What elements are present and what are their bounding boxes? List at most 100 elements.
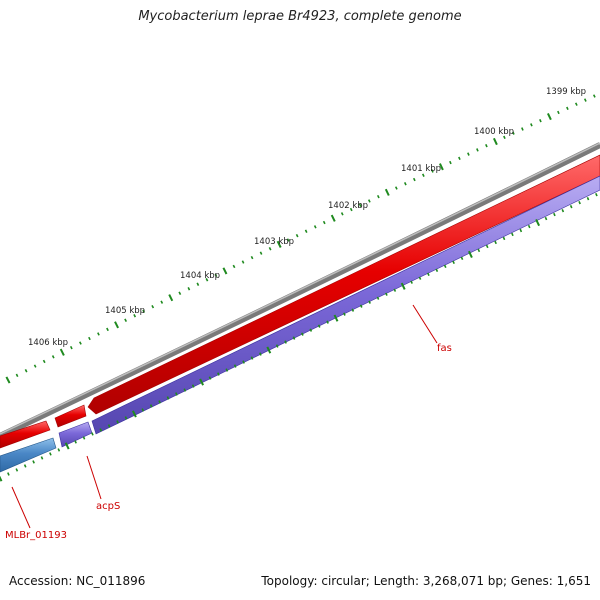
outer-minor-tick	[286, 238, 290, 242]
tick-label: 1403 kbp	[254, 237, 294, 247]
cds-reverse-fas	[91, 175, 600, 435]
inner-minor-tick	[32, 460, 35, 464]
inner-minor-tick	[183, 388, 187, 392]
inner-minor-tick	[166, 396, 170, 400]
inner-minor-tick	[385, 292, 388, 296]
outer-minor-tick	[78, 341, 82, 345]
cds-forward-acps	[54, 404, 87, 428]
inner-minor-tick	[561, 208, 565, 213]
tick-label: 1406 kbp	[28, 338, 68, 348]
outer-minor-tick	[259, 251, 263, 255]
inner-minor-tick	[452, 260, 455, 265]
outer-minor-tick	[106, 327, 109, 332]
outer-major-tick	[330, 214, 336, 222]
inner-minor-tick	[49, 452, 52, 456]
inner-minor-tick	[544, 216, 548, 221]
outer-minor-tick	[142, 309, 146, 313]
inner-minor-tick	[410, 280, 413, 284]
inner-minor-tick	[494, 240, 497, 245]
inner-minor-tick	[40, 456, 44, 460]
inner-minor-tick	[519, 228, 523, 233]
inner-minor-tick	[393, 288, 397, 292]
outer-minor-tick	[458, 156, 461, 161]
inner-minor-tick	[57, 448, 61, 452]
outer-minor-tick	[530, 123, 533, 127]
fas-leader-line	[412, 304, 438, 344]
outer-minor-tick	[421, 173, 425, 177]
inner-minor-tick	[217, 372, 220, 376]
inner-minor-tick	[175, 392, 178, 396]
outer-minor-tick	[295, 233, 299, 238]
tick-label: 1400 kbp	[474, 127, 514, 137]
inner-minor-tick	[326, 320, 329, 324]
outer-minor-tick	[88, 336, 91, 341]
outer-minor-tick	[160, 300, 164, 304]
outer-minor-tick	[557, 110, 560, 115]
inner-minor-tick	[15, 468, 19, 472]
genome-summary-text: Topology: circular; Length: 3,268,071 bp…	[261, 574, 591, 588]
outer-minor-tick	[340, 212, 344, 216]
outer-major-tick	[168, 294, 174, 302]
inner-minor-tick	[309, 328, 313, 332]
outer-major-tick	[222, 267, 228, 275]
inner-major-tick	[0, 475, 3, 482]
outer-major-tick	[546, 112, 552, 121]
map-title: Mycobacterium leprae Br4923, complete ge…	[138, 9, 462, 24]
tick-label: 1405 kbp	[105, 306, 145, 316]
mlbr-01193-leader-line	[11, 486, 31, 529]
inner-minor-tick	[427, 272, 430, 277]
outer-minor-tick	[592, 94, 596, 98]
inner-minor-tick	[435, 268, 439, 273]
outer-minor-tick	[412, 177, 416, 182]
inner-minor-tick	[275, 344, 279, 348]
inner-minor-tick	[23, 464, 27, 468]
outer-major-tick	[438, 163, 444, 171]
outer-minor-tick	[313, 225, 317, 229]
outer-minor-tick	[133, 314, 137, 318]
outer-minor-tick	[51, 355, 55, 359]
inner-minor-tick	[368, 300, 371, 304]
inner-minor-tick	[511, 232, 514, 237]
outer-minor-tick	[583, 98, 587, 102]
outer-minor-tick	[241, 260, 245, 264]
tick-labels: 1399 kbp 1400 kbp 1401 kbp 1402 kbp 1403 kbp…	[28, 87, 586, 348]
inner-major-tick	[333, 314, 339, 322]
gene-mlbr-01193	[0, 437, 57, 473]
outer-minor-tick	[430, 169, 434, 173]
tick-row-inner	[0, 192, 598, 482]
outer-minor-tick	[403, 182, 407, 186]
inner-minor-tick	[586, 196, 590, 201]
inner-minor-tick	[208, 376, 212, 380]
inner-minor-tick	[107, 424, 111, 428]
inner-minor-tick	[250, 356, 254, 360]
cds-forward-segment	[0, 420, 51, 449]
inner-minor-tick	[301, 332, 304, 336]
inner-major-tick	[467, 250, 473, 259]
outer-minor-tick	[250, 255, 254, 260]
acps-leader-line	[86, 455, 102, 500]
inner-minor-tick	[317, 324, 321, 328]
inner-minor-tick	[259, 352, 262, 356]
tick-label: 1399 kbp	[546, 87, 586, 97]
outer-minor-tick	[187, 287, 191, 291]
inner-major-tick	[131, 410, 137, 418]
inner-major-tick	[535, 218, 541, 227]
inner-minor-tick	[343, 312, 346, 316]
outer-minor-tick	[33, 364, 37, 368]
inner-minor-tick	[7, 472, 10, 476]
outer-minor-tick	[15, 373, 19, 378]
outer-minor-tick	[566, 106, 569, 111]
inner-minor-tick	[527, 224, 531, 229]
tick-label: 1404 kbp	[180, 271, 220, 281]
inner-minor-tick	[359, 304, 363, 308]
outer-minor-tick	[449, 160, 452, 165]
inner-minor-tick	[91, 432, 94, 436]
outer-minor-tick	[151, 305, 155, 309]
outer-minor-tick	[349, 207, 353, 212]
inner-minor-tick	[149, 404, 153, 408]
inner-minor-tick	[116, 420, 119, 424]
outer-minor-tick	[97, 332, 100, 336]
outer-minor-tick	[358, 203, 362, 207]
outer-major-tick	[59, 348, 65, 356]
